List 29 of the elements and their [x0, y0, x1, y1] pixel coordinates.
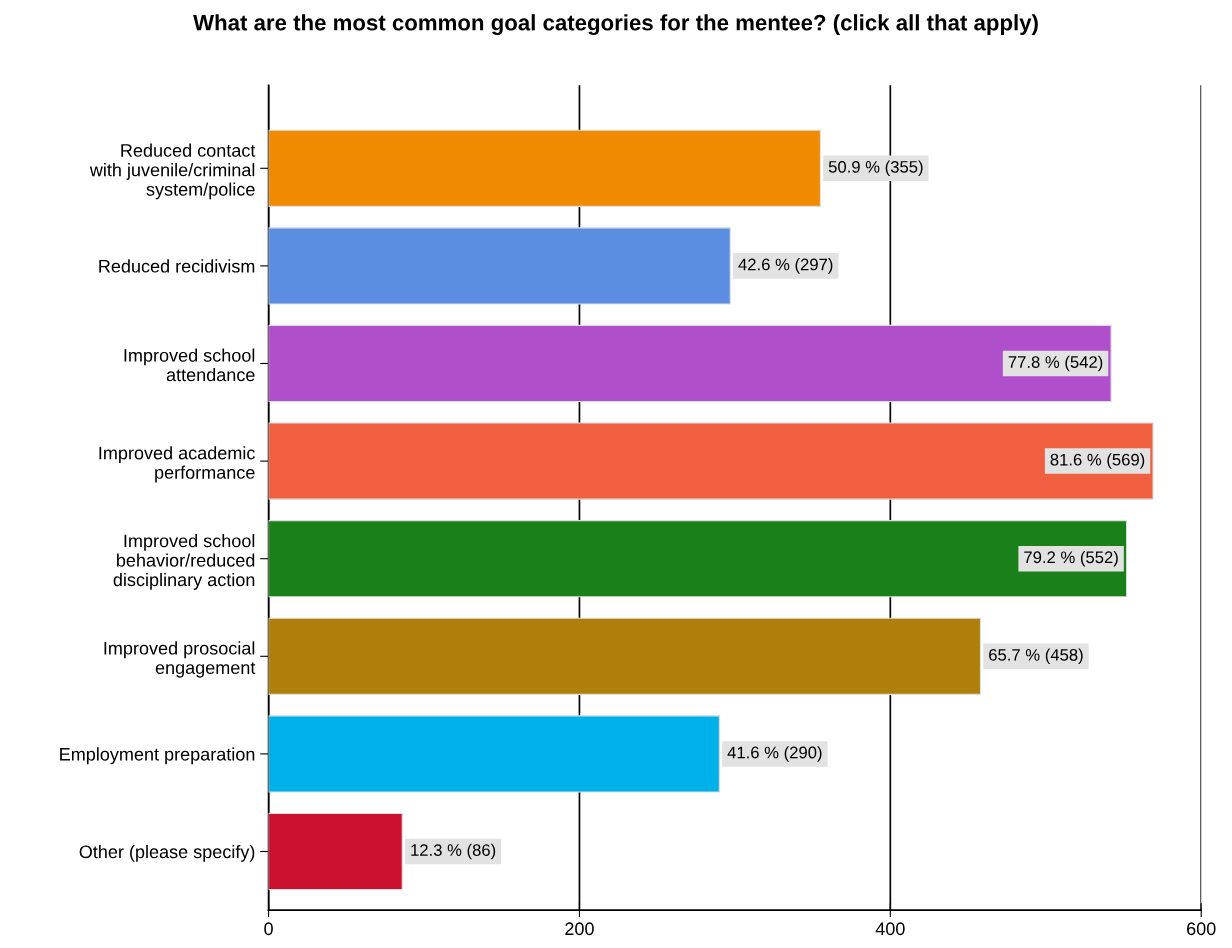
data-label: 81.6 % (569) [1050, 453, 1145, 469]
x-tick-label: 200 [565, 922, 594, 936]
bar [268, 617, 982, 695]
y-tick-label: Reduced contact with juvenile/criminal system/police [89, 143, 256, 200]
y-tick-label: Improved prosocial engagement [104, 641, 256, 678]
bar [268, 129, 821, 207]
x-tick-label: 600 [1187, 922, 1216, 936]
data-label: 50.9 % (355) [828, 160, 923, 177]
y-tick-label: Improved school behavior/reduced disciplinary action [113, 534, 255, 590]
y-tick-label: Improved academic performance [99, 446, 255, 483]
y-tick-label: Other (please specify) [79, 844, 255, 862]
data-label: 12.3 % (86) [411, 843, 496, 860]
data-label: 42.6 % (297) [738, 258, 833, 274]
x-tick-label: 400 [875, 922, 905, 936]
data-label: 79.2 % (552) [1024, 550, 1118, 567]
x-tick-label: 0 [264, 922, 273, 936]
y-tick-label: Employment preparation [60, 747, 255, 765]
bar [268, 812, 403, 891]
bar [268, 324, 1112, 403]
data-label: 65.7 % (458) [989, 648, 1083, 665]
data-label: 41.6 % (290) [727, 746, 822, 762]
bar [268, 715, 720, 793]
bar [268, 520, 1128, 598]
y-tick-label: Improved school attendance [124, 348, 255, 382]
bar [268, 422, 1154, 500]
data-label: 77.8 % (542) [1008, 355, 1103, 372]
bar [268, 227, 731, 305]
chart-title: What are the most common goal categories for the mentee? (click all that apply) [193, 14, 1038, 36]
y-tick-label: Reduced recidivism [99, 259, 255, 273]
